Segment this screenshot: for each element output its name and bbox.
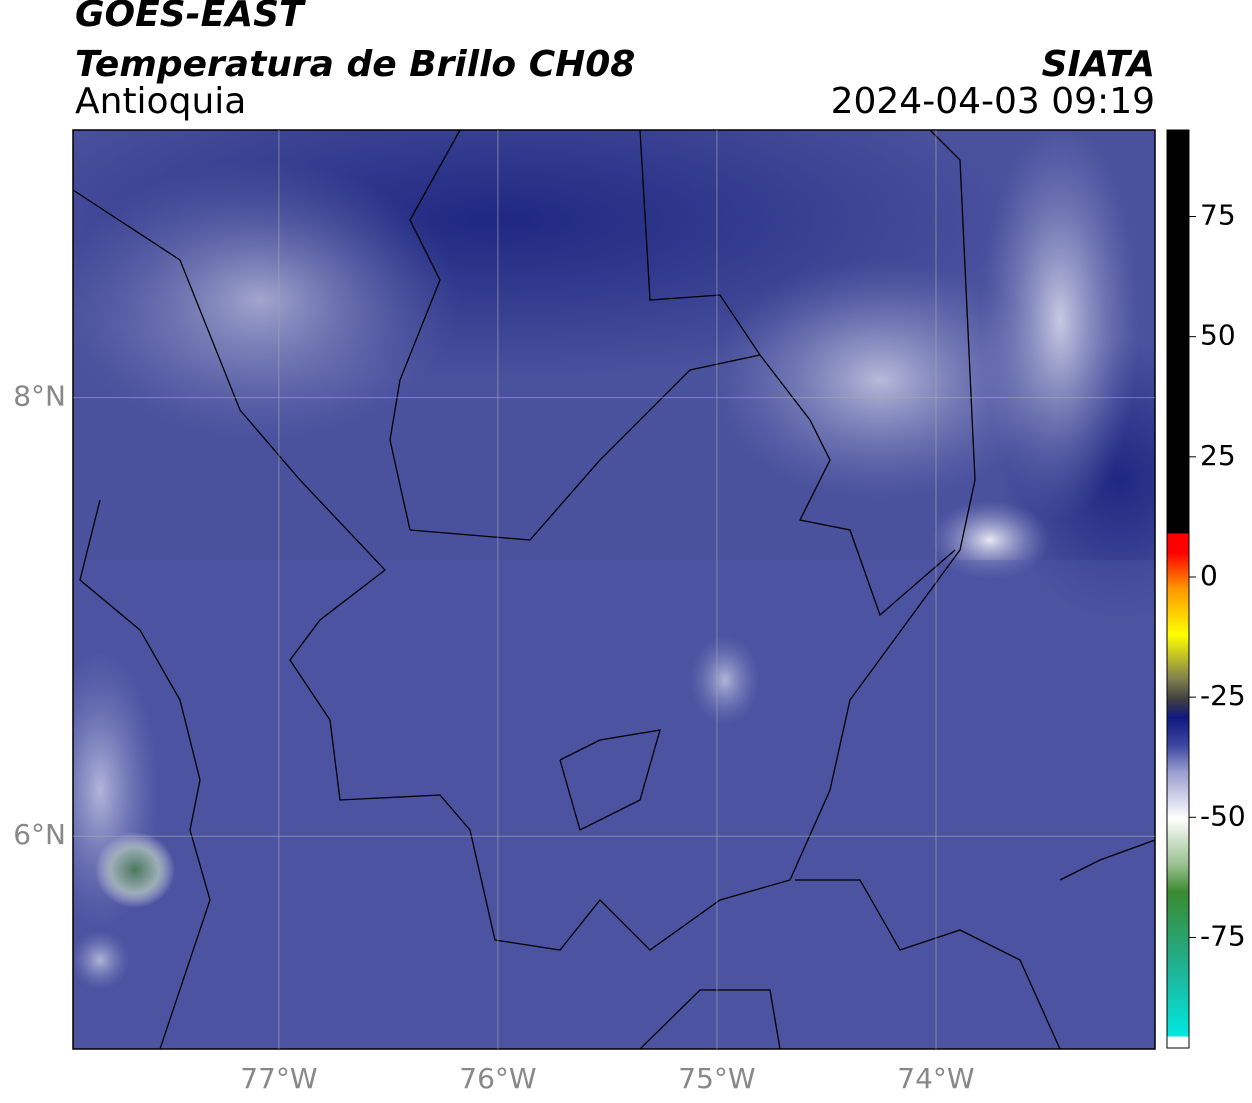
datetime: 2024-04-03 09:19 [831, 81, 1155, 122]
region: Antioquia [75, 81, 246, 122]
borders [73, 130, 1155, 1049]
title: GOES-EAST [75, 0, 306, 35]
x-tick-label: 75°W [678, 1062, 755, 1095]
colorbar-tick-label: -25 [1200, 679, 1246, 712]
map-frame [72, 129, 1156, 1050]
colorbar-tick-label: -75 [1200, 919, 1246, 952]
subtitle: Temperatura de Brillo CH08 [75, 44, 635, 85]
x-tick-label: 77°W [240, 1062, 317, 1095]
colorbar-tick-label: 0 [1200, 559, 1218, 592]
y-tick-label: 8°N [13, 380, 66, 413]
colorbar [1166, 129, 1190, 1049]
y-tick-label: 6°N [13, 818, 66, 851]
source: SIATA [1042, 44, 1155, 85]
colorbar-tick-label: 50 [1200, 319, 1236, 352]
x-tick-label: 74°W [897, 1062, 974, 1095]
satellite-field [73, 130, 1155, 1049]
colorbar-tick-label: -50 [1200, 799, 1246, 832]
colorbar-tick-label: 75 [1200, 199, 1236, 232]
colorbar-tick-label: 25 [1200, 439, 1236, 472]
x-tick-label: 76°W [459, 1062, 536, 1095]
